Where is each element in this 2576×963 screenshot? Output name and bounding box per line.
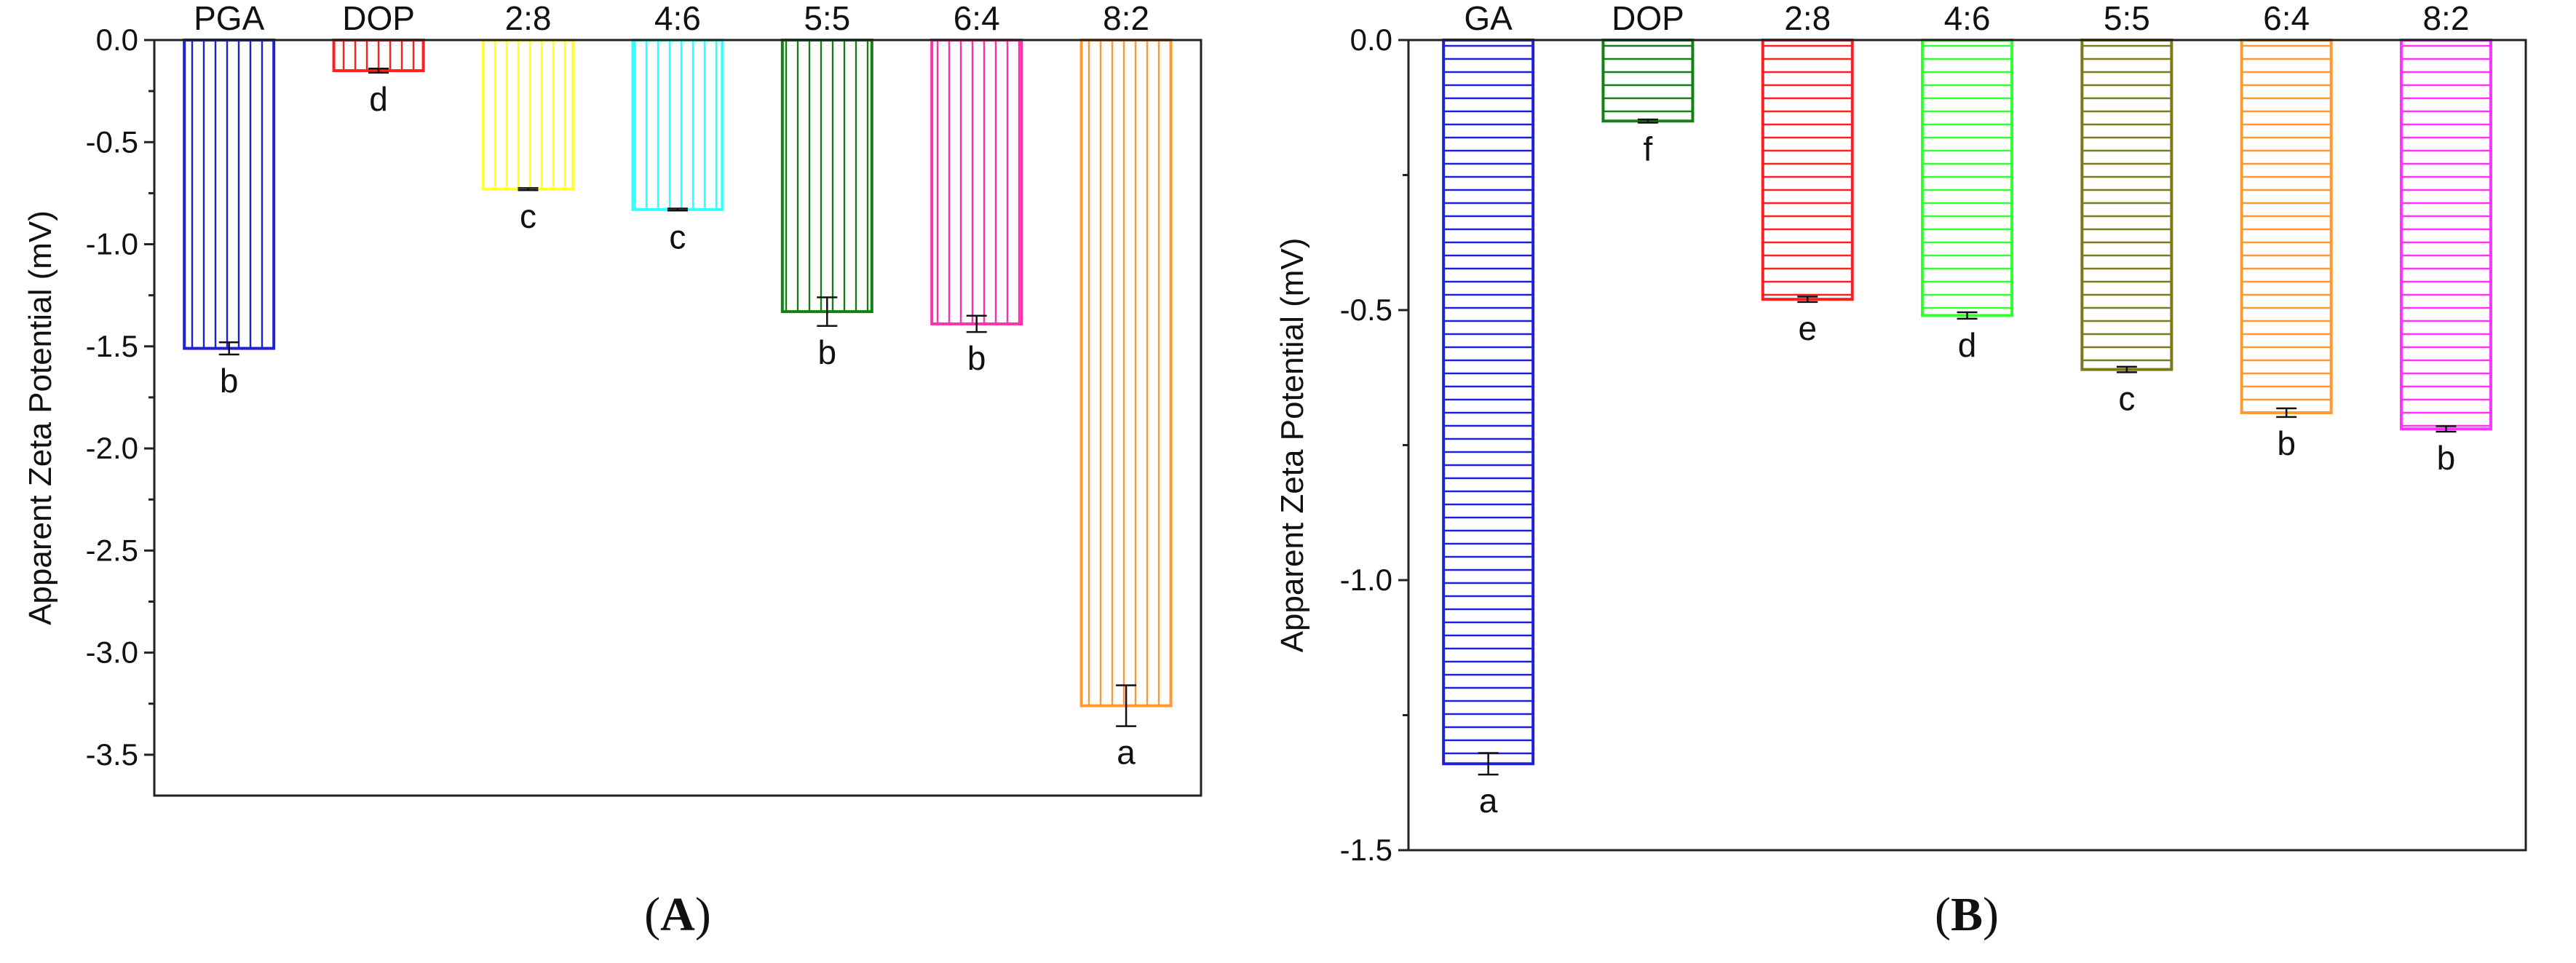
bar-dop (1601, 39, 1695, 123)
significance-letter: b (2277, 424, 2296, 462)
category-label: PGA (194, 0, 264, 37)
category-label: 4:6 (654, 0, 701, 37)
significance-letter: a (1117, 734, 1136, 772)
bar-2-8 (1761, 39, 1854, 301)
plot-frame (153, 39, 1202, 797)
significance-letter: d (369, 80, 388, 118)
significance-letter: f (1644, 130, 1653, 168)
y-tick-label: -2.0 (86, 431, 138, 465)
category-label: 6:4 (2263, 0, 2310, 37)
bar-4-6 (1921, 39, 2014, 317)
y-tick-label: -2.5 (86, 533, 138, 567)
panel-b-chart: 0.0 -0.5 -1.0 -1.5 GA a DOP f 2:8 e 4:6 d 5:5 c 6:4 b 8:… (1275, 0, 2527, 941)
significance-letter: b (818, 333, 837, 371)
category-label: 5:5 (2104, 0, 2150, 37)
y-axis-title: Apparent Zeta Potential (mV) (1275, 238, 1310, 653)
panel-a-chart: 0.0 -0.5 -1.0 -1.5 -2.0 -2.5 -3.0 -3.5 PGA b DOP d 2… (23, 0, 1202, 941)
significance-letter: e (1798, 309, 1817, 347)
category-label: 6:4 (954, 0, 1000, 37)
y-tick-label: -1.0 (86, 227, 138, 261)
bar-6-4 (930, 39, 1023, 325)
category-label: DOP (1612, 0, 1684, 37)
caption-paren-close: ) (695, 888, 711, 941)
bar-dop (332, 39, 425, 73)
category-label: GA (1464, 0, 1513, 37)
y-tick-label: -3.5 (86, 737, 138, 772)
significance-letter: c (2118, 379, 2135, 417)
category-label: 8:2 (1103, 0, 1149, 37)
panel-caption: (A) (644, 888, 711, 941)
y-tick-label: -1.5 (86, 329, 138, 363)
significance-letter: c (520, 197, 536, 235)
category-label: 4:6 (1944, 0, 1991, 37)
bar-8-2 (2399, 39, 2492, 431)
category-label: 5:5 (804, 0, 850, 37)
y-tick-label: -1.5 (1340, 833, 1392, 867)
panel-caption: (B) (1935, 888, 1999, 941)
bar-8-2 (1079, 39, 1173, 708)
category-label: 2:8 (1784, 0, 1831, 37)
significance-letter: b (2437, 439, 2456, 477)
y-tick-label: -0.5 (1340, 293, 1392, 327)
caption-letter: A (660, 888, 695, 941)
caption-paren-open: ( (644, 888, 660, 941)
bar-4-6 (631, 39, 724, 211)
category-label: 2:8 (505, 0, 552, 37)
bar-6-4 (2240, 39, 2333, 414)
y-tick-label: -3.0 (86, 635, 138, 670)
category-label: DOP (342, 0, 415, 37)
bar-2-8 (482, 39, 574, 191)
bar-pga (183, 39, 276, 350)
bar-ga (1442, 39, 1535, 766)
bar-5-5 (2080, 39, 2173, 371)
significance-letter: b (220, 362, 239, 400)
significance-letter: c (669, 218, 686, 255)
y-tick-label: 0.0 (1350, 23, 1392, 57)
caption-letter: B (1951, 888, 1983, 941)
significance-letter: d (1958, 326, 1977, 364)
significance-letter: a (1479, 782, 1498, 820)
y-tick-label: -1.0 (1340, 563, 1392, 597)
y-tick-label: -0.5 (86, 124, 138, 159)
y-axis-title: Apparent Zeta Potential (mV) (23, 210, 58, 625)
caption-paren-close: ) (1983, 888, 1999, 941)
plot-frame (1407, 39, 2527, 852)
significance-letter: b (967, 339, 986, 377)
caption-paren-open: ( (1935, 888, 1951, 941)
y-tick-label: 0.0 (96, 23, 138, 57)
category-label: 8:2 (2422, 0, 2469, 37)
bar-5-5 (780, 39, 873, 314)
